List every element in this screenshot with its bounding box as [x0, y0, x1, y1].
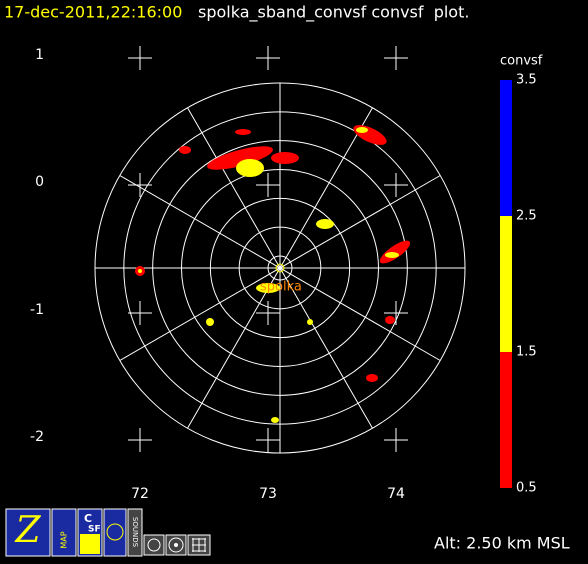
- icon: [147, 538, 161, 552]
- echo: [256, 283, 280, 293]
- echoes: [135, 125, 411, 423]
- echo: [356, 127, 368, 133]
- icon: [192, 538, 206, 552]
- icon: [174, 543, 178, 547]
- icon: [106, 523, 124, 541]
- button-label: SOUNDS: [131, 517, 139, 548]
- ring-button[interactable]: [143, 534, 165, 556]
- colorbar-band: [500, 216, 512, 352]
- range-rings: [94, 46, 466, 454]
- x-label: 72: [131, 486, 149, 502]
- echo: [179, 146, 191, 154]
- x-label: 73: [259, 486, 277, 502]
- toolbar: Z MAP C SF SOUNDS: [5, 508, 211, 557]
- echo: [235, 129, 251, 135]
- radar-site: [275, 263, 285, 273]
- colorbar-label: 2.5: [516, 209, 537, 224]
- radar-name: spolka: [260, 280, 302, 295]
- echo: [385, 316, 395, 324]
- echo: [271, 417, 279, 423]
- echo: [236, 159, 264, 177]
- y-label: -1: [30, 302, 44, 318]
- echo: [206, 318, 214, 326]
- echo: [385, 252, 399, 258]
- colorbar-label: 1.5: [516, 345, 537, 360]
- y-label: 1: [35, 47, 44, 63]
- button-label: SF: [88, 525, 101, 535]
- sounds-button[interactable]: [127, 508, 143, 557]
- plot-title: spolka_sband_convsf convsf plot.: [198, 3, 469, 23]
- timestamp: 17-dec-2011,22:16:00: [4, 3, 182, 22]
- echo: [379, 240, 411, 264]
- echo: [271, 152, 299, 164]
- echo: [207, 146, 273, 170]
- colorbar-band: [500, 352, 512, 488]
- button-label: C: [84, 512, 92, 525]
- colorbar-title: convsf: [500, 54, 543, 69]
- colorbar-label: 0.5: [516, 481, 537, 496]
- zoom-button[interactable]: [5, 508, 51, 557]
- map-button[interactable]: [51, 508, 77, 557]
- azimuth-line: [119, 175, 441, 361]
- colorbar-band: [500, 80, 512, 216]
- y-label: 0: [35, 174, 44, 190]
- globe-button[interactable]: [103, 508, 127, 557]
- echo: [316, 219, 334, 229]
- button-label: Z: [14, 510, 41, 551]
- echo: [138, 269, 142, 273]
- altitude: Alt: 2.50 km MSL: [434, 534, 570, 553]
- button-label: MAP: [60, 531, 69, 548]
- y-label: -2: [30, 429, 44, 445]
- x-label: 74: [387, 486, 405, 502]
- colorbar-label: 3.5: [516, 73, 537, 88]
- icon: [80, 534, 100, 554]
- colorbar: 3.5 2.5 1.5 0.5: [500, 73, 537, 496]
- echo: [307, 319, 313, 325]
- icon: [168, 537, 184, 553]
- echo: [366, 374, 378, 382]
